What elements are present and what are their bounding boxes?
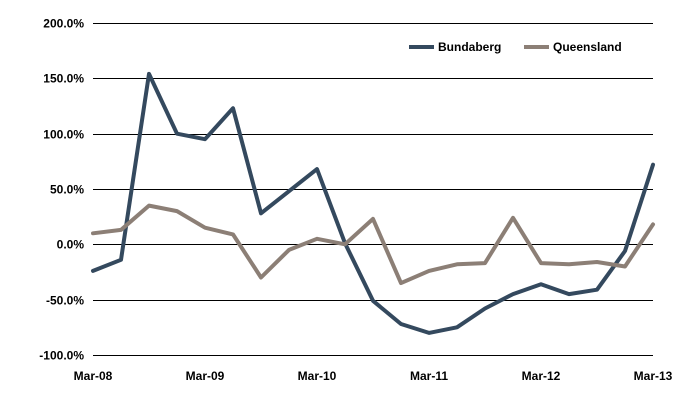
legend: Bundaberg Queensland	[409, 40, 622, 54]
y-tick-label: 150.0%	[43, 72, 84, 86]
series-line-bundaberg	[91, 71, 655, 335]
x-tick-label: Mar-11	[410, 369, 448, 383]
y-tick-label: -100.0%	[39, 349, 84, 363]
legend-label: Bundaberg	[438, 40, 501, 54]
x-tick-label: Mar-10	[298, 369, 337, 383]
y-tick-label: 100.0%	[43, 128, 84, 142]
x-tick-label: Mar-08	[74, 369, 113, 383]
y-tick-label: 200.0%	[43, 17, 84, 31]
x-tick-label: Mar-09	[186, 369, 225, 383]
series-line-queensland	[91, 203, 655, 286]
x-tick-label: Mar-12	[522, 369, 561, 383]
gridlines	[93, 23, 653, 356]
y-tick-label: 50.0%	[50, 183, 84, 197]
y-axis-tick-labels: -100.0% -50.0% 0.0% 50.0% 100.0% 150.0% 200.0%	[39, 17, 84, 363]
x-tick-label: Mar-13	[634, 369, 673, 383]
legend-label: Queensland	[553, 40, 622, 54]
series-lines	[91, 71, 655, 335]
x-axis-tick-labels: Mar-08 Mar-09 Mar-10 Mar-11 Mar-12 Mar-13	[74, 369, 673, 383]
y-tick-label: 0.0%	[57, 238, 85, 252]
y-tick-label: -50.0%	[46, 294, 84, 308]
